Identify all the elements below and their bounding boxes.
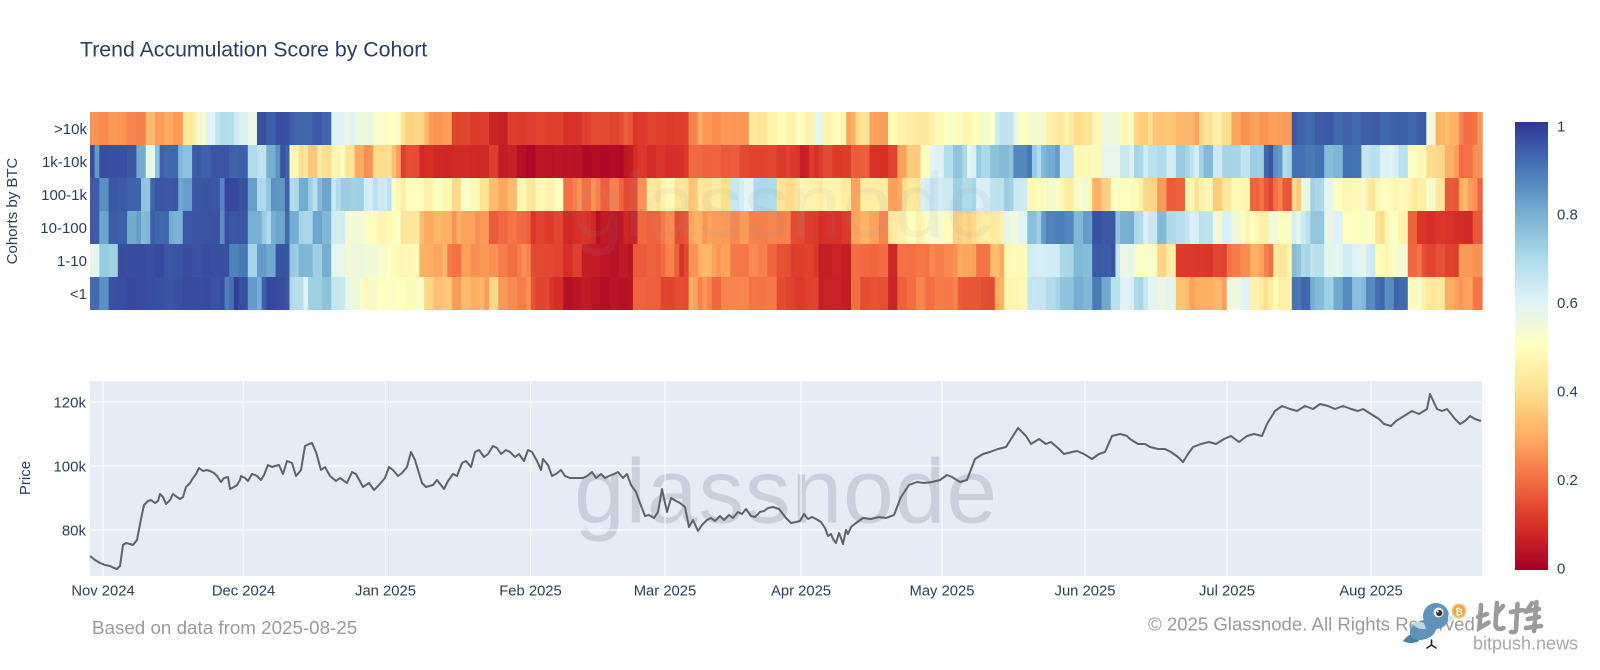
svg-text:Aug 2025: Aug 2025	[1339, 584, 1402, 600]
svg-text:1: 1	[1557, 118, 1565, 135]
svg-text:120k: 120k	[53, 394, 86, 411]
svg-text:© 2025 Glassnode. All Rights R: © 2025 Glassnode. All Rights Reserved.	[1148, 614, 1480, 635]
svg-text:Dec 2024: Dec 2024	[212, 584, 275, 600]
svg-text:>10k: >10k	[54, 121, 87, 138]
svg-text:Mar 2025: Mar 2025	[634, 584, 697, 600]
svg-text:Jul 2025: Jul 2025	[1199, 584, 1255, 600]
svg-text:10-100: 10-100	[40, 220, 87, 237]
svg-text:bitpush.news: bitpush.news	[1473, 634, 1578, 654]
svg-text:Jan 2025: Jan 2025	[355, 584, 416, 600]
svg-text:Feb 2025: Feb 2025	[499, 584, 562, 600]
svg-text:0: 0	[1557, 560, 1565, 577]
svg-text:<1: <1	[70, 286, 87, 303]
svg-text:May 2025: May 2025	[910, 584, 975, 600]
svg-text:100-1k: 100-1k	[41, 187, 87, 204]
svg-text:0.8: 0.8	[1557, 207, 1578, 224]
svg-text:Nov 2024: Nov 2024	[71, 584, 134, 600]
svg-text:1k-10k: 1k-10k	[42, 154, 88, 171]
svg-text:₿: ₿	[1455, 607, 1463, 618]
svg-text:1-10: 1-10	[57, 253, 87, 270]
svg-text:100k: 100k	[53, 458, 86, 475]
svg-text:Cohorts by BTC: Cohorts by BTC	[4, 157, 21, 264]
svg-text:Based on data from 2025-08-25: Based on data from 2025-08-25	[92, 617, 357, 638]
svg-text:Jun 2025: Jun 2025	[1055, 584, 1116, 600]
svg-text:glassnode: glassnode	[574, 442, 998, 543]
svg-text:0.4: 0.4	[1557, 384, 1578, 401]
svg-text:0.6: 0.6	[1557, 295, 1578, 312]
svg-text:0.2: 0.2	[1557, 472, 1578, 489]
svg-text:80k: 80k	[62, 522, 87, 539]
svg-text:glassnode: glassnode	[573, 156, 997, 257]
svg-text:Trend Accumulation Score by Co: Trend Accumulation Score by Cohort	[80, 38, 427, 62]
svg-text:Price: Price	[17, 461, 34, 495]
svg-text:Apr 2025: Apr 2025	[771, 584, 831, 600]
